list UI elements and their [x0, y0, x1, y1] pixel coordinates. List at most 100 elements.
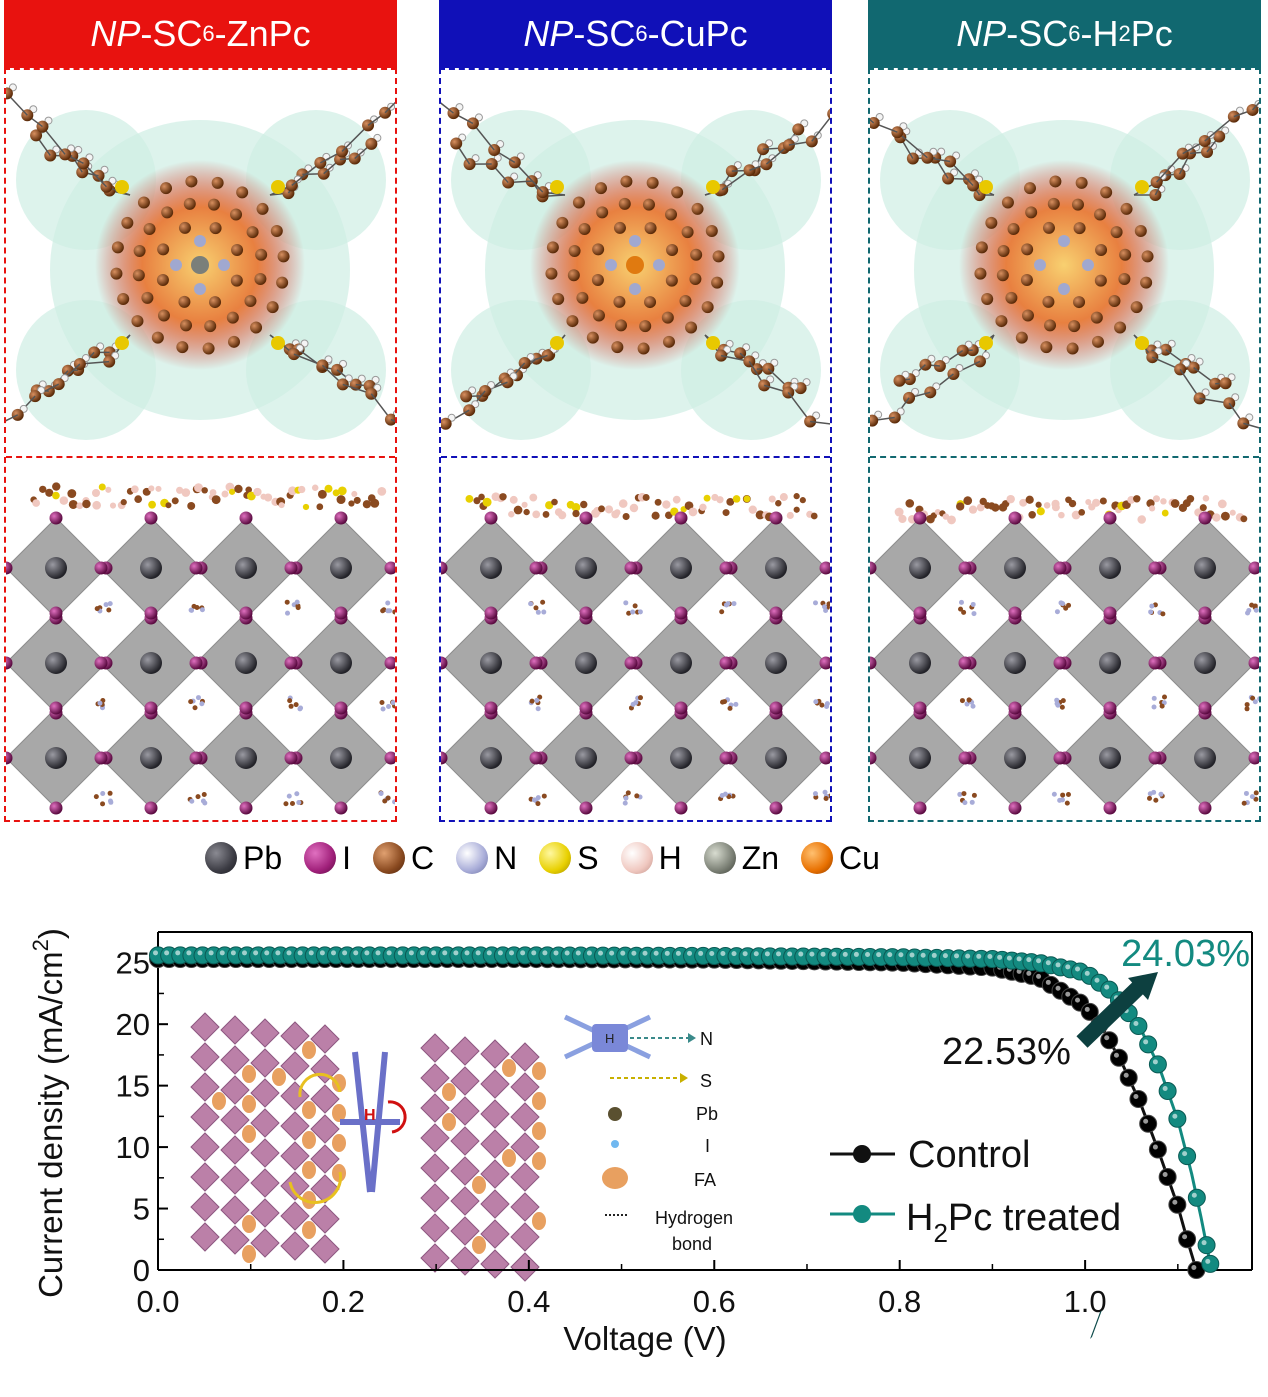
point-highlight — [1163, 1172, 1168, 1177]
ring-atom — [1100, 186, 1112, 198]
point-highlight — [242, 950, 247, 955]
y-tick-label: 20 — [116, 1007, 150, 1042]
molecule-atom — [716, 496, 723, 503]
molecule-atom — [45, 489, 53, 497]
lead-atom — [45, 557, 67, 579]
molecule-atom — [1078, 509, 1085, 516]
molecule-atom — [744, 495, 751, 502]
nitrogen-atom — [1058, 283, 1070, 295]
iodide-atom — [95, 562, 108, 575]
fa-cation-atom — [623, 801, 628, 806]
molecule-atom — [1171, 499, 1180, 508]
lead-atom — [575, 557, 597, 579]
iodide-atom — [1009, 607, 1022, 620]
molecule-atom — [598, 505, 605, 512]
ring-atom — [1092, 336, 1104, 348]
adsorbed-molecule — [30, 482, 386, 510]
molecule-atom — [643, 494, 650, 501]
point-highlight — [576, 951, 581, 956]
ring-atom — [161, 206, 173, 218]
y-tick-label: 5 — [133, 1192, 150, 1227]
fa-cation-atom — [1246, 608, 1251, 613]
data-point — [1130, 1018, 1147, 1035]
molecule-atom — [780, 493, 788, 501]
fa-cation-atom — [970, 800, 975, 805]
iodide-atom — [675, 702, 688, 715]
fa-cation-atom — [1061, 698, 1066, 703]
iodide-atom — [914, 702, 927, 715]
ring-atom — [997, 269, 1009, 281]
fa-cation-atom — [1249, 603, 1254, 608]
molecule-atom — [1133, 495, 1140, 502]
ring-atom — [638, 343, 650, 355]
ring-atom — [706, 225, 718, 237]
fa-cation-atom — [296, 800, 301, 805]
carbon-atom — [893, 375, 905, 387]
ring-atom — [267, 301, 279, 313]
molecule-atom — [1149, 505, 1155, 511]
point-highlight — [943, 953, 948, 958]
point-highlight — [287, 950, 292, 955]
sulfur-ball-icon — [539, 842, 571, 874]
fa-cation-atom — [1242, 801, 1247, 806]
point-highlight — [1153, 1145, 1158, 1150]
iodide-atom — [145, 607, 158, 620]
inset-octahedron — [221, 1016, 249, 1044]
molecule-atom — [508, 511, 514, 517]
ring-atom — [231, 244, 243, 256]
iodide-atom — [1054, 562, 1067, 575]
point-highlight — [987, 954, 992, 959]
ring-atom — [976, 241, 988, 253]
ring-atom — [566, 315, 578, 327]
fa-cation-atom — [189, 608, 194, 613]
ring-atom — [230, 209, 242, 221]
x-tick-label: 0.8 — [878, 1284, 921, 1319]
point-highlight — [898, 952, 903, 957]
molecule-atom — [605, 505, 613, 513]
ring-atom — [685, 322, 697, 334]
iodide-atom — [485, 802, 498, 815]
molecule-atom — [466, 495, 474, 503]
molecule-atom — [229, 489, 235, 495]
ring-atom — [1042, 296, 1054, 308]
iodide-atom — [1199, 802, 1212, 815]
inset-legend-s: S — [700, 1071, 712, 1091]
inset-fa-cation — [472, 1176, 486, 1194]
fa-cation-atom — [285, 600, 290, 605]
inset-octahedron — [421, 1184, 449, 1212]
point-highlight — [1046, 980, 1051, 985]
fa-cation-atom — [958, 607, 963, 612]
carbon-atom — [450, 138, 462, 150]
iodide-atom — [625, 752, 638, 765]
molecule-atom — [1028, 511, 1036, 519]
inset-octahedron — [421, 1034, 449, 1062]
ring-atom — [639, 320, 651, 332]
ring-atom — [1095, 275, 1107, 287]
ring-atom — [679, 295, 691, 307]
fa-cation-atom — [971, 611, 976, 616]
inset-legend-hb1: Hydrogen — [655, 1208, 733, 1228]
iodide-atom — [720, 562, 733, 575]
carbon-atom — [715, 350, 727, 362]
molecule-top-view — [441, 70, 830, 456]
ring-atom — [592, 243, 604, 255]
molecule-atom — [704, 495, 711, 502]
point-highlight — [565, 950, 570, 955]
fa-cation-atom — [95, 606, 100, 611]
lead-atom — [480, 747, 502, 769]
fa-cation-atom — [536, 706, 541, 711]
inset-fa-cation — [442, 1113, 456, 1131]
ring-atom — [276, 277, 288, 289]
ring-atom — [690, 249, 702, 261]
point-highlight — [153, 950, 158, 955]
point-highlight — [598, 951, 603, 956]
point-highlight — [665, 951, 670, 956]
molecule-atom — [303, 504, 309, 510]
inset-h-label: H — [364, 1107, 376, 1124]
fa-cation-atom — [194, 605, 199, 610]
lead-atom — [235, 557, 257, 579]
inset-fa-cation — [502, 1059, 516, 1077]
molecule-atom — [522, 502, 528, 508]
molecule-atom — [131, 485, 139, 493]
ring-atom — [180, 319, 192, 331]
